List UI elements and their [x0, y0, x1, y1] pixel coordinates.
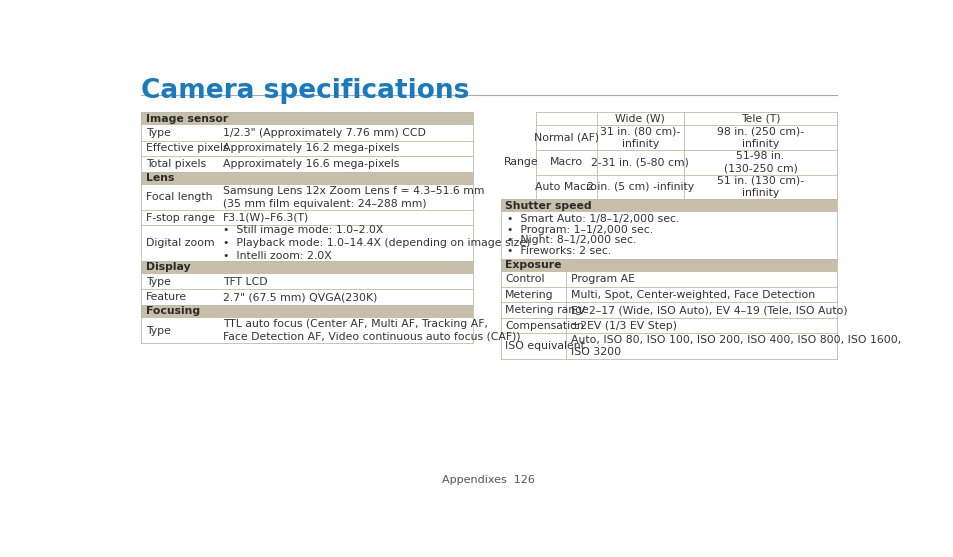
- Text: Compensation: Compensation: [505, 321, 583, 330]
- Bar: [500, 199, 836, 212]
- Text: Wide (W): Wide (W): [615, 114, 664, 124]
- Text: 98 in. (250 cm)-
infinity: 98 in. (250 cm)- infinity: [717, 126, 803, 149]
- Text: Type: Type: [146, 325, 171, 335]
- Text: Lens: Lens: [146, 173, 173, 183]
- Text: Focal length: Focal length: [146, 192, 212, 202]
- Text: F3.1(W)–F6.3(T): F3.1(W)–F6.3(T): [223, 213, 309, 223]
- Text: Auto Macro: Auto Macro: [535, 182, 597, 192]
- Text: 51 in. (130 cm)-
infinity: 51 in. (130 cm)- infinity: [717, 175, 803, 198]
- Bar: [141, 305, 472, 318]
- Text: Effective pixels: Effective pixels: [146, 144, 228, 154]
- Text: Type: Type: [146, 128, 171, 138]
- Text: Focusing: Focusing: [146, 306, 199, 316]
- Text: 2.7" (67.5 mm) QVGA(230K): 2.7" (67.5 mm) QVGA(230K): [223, 292, 377, 302]
- Text: Macro: Macro: [549, 157, 582, 167]
- Text: EV 2–17 (Wide, ISO Auto), EV 4–19 (Tele, ISO Auto): EV 2–17 (Wide, ISO Auto), EV 4–19 (Tele,…: [571, 305, 847, 315]
- Text: Feature: Feature: [146, 292, 187, 302]
- Text: Image sensor: Image sensor: [146, 114, 228, 124]
- Text: Program AE: Program AE: [571, 275, 635, 285]
- Text: •  Smart Auto: 1/8–1/2,000 sec.: • Smart Auto: 1/8–1/2,000 sec.: [506, 214, 679, 224]
- Text: Display: Display: [146, 262, 190, 272]
- Text: Shutter speed: Shutter speed: [505, 201, 591, 211]
- Text: Exposure: Exposure: [505, 260, 561, 270]
- Text: 31 in. (80 cm)-
infinity: 31 in. (80 cm)- infinity: [599, 126, 679, 149]
- Text: 1/2.3" (Approximately 7.76 mm) CCD: 1/2.3" (Approximately 7.76 mm) CCD: [223, 128, 426, 138]
- Bar: [141, 172, 472, 185]
- Text: Digital zoom: Digital zoom: [146, 238, 214, 248]
- Text: •  Night: 8–1/2,000 sec.: • Night: 8–1/2,000 sec.: [506, 236, 636, 246]
- Text: •  Program: 1–1/2,000 sec.: • Program: 1–1/2,000 sec.: [506, 224, 652, 234]
- Text: •  Still image mode: 1.0–2.0X
•  Playback mode: 1.0–14.4X (depending on image si: • Still image mode: 1.0–2.0X • Playback …: [223, 226, 530, 261]
- Text: 51-98 in.
(130-250 cm): 51-98 in. (130-250 cm): [723, 151, 797, 174]
- Text: Type: Type: [146, 277, 171, 287]
- Text: Samsung Lens 12x Zoom Lens f = 4.3–51.6 mm
(35 mm film equivalent: 24–288 mm): Samsung Lens 12x Zoom Lens f = 4.3–51.6 …: [223, 186, 484, 209]
- Text: Metering: Metering: [505, 290, 554, 300]
- Text: Approximately 16.6 mega-pixels: Approximately 16.6 mega-pixels: [223, 159, 399, 169]
- Text: 2 in. (5 cm) -infinity: 2 in. (5 cm) -infinity: [586, 182, 693, 192]
- Text: ±2EV (1/3 EV Step): ±2EV (1/3 EV Step): [571, 321, 677, 330]
- Text: Camera specifications: Camera specifications: [141, 77, 469, 104]
- Bar: [141, 261, 472, 274]
- Text: Tele (T): Tele (T): [740, 114, 780, 124]
- Text: Auto, ISO 80, ISO 100, ISO 200, ISO 400, ISO 800, ISO 1600,
ISO 3200: Auto, ISO 80, ISO 100, ISO 200, ISO 400,…: [571, 335, 901, 358]
- Bar: [141, 113, 472, 125]
- Text: Multi, Spot, Center-weighted, Face Detection: Multi, Spot, Center-weighted, Face Detec…: [571, 290, 815, 300]
- Bar: [500, 258, 836, 272]
- Text: Range: Range: [503, 157, 537, 167]
- Text: TFT LCD: TFT LCD: [223, 277, 268, 287]
- Text: TTL auto focus (Center AF, Multi AF, Tracking AF,
Face Detection AF, Video conti: TTL auto focus (Center AF, Multi AF, Tra…: [223, 319, 520, 342]
- Text: Metering range: Metering range: [505, 305, 588, 315]
- Text: ISO equivalent: ISO equivalent: [505, 341, 584, 351]
- Text: •  Fireworks: 2 sec.: • Fireworks: 2 sec.: [506, 246, 610, 256]
- Text: 2-31 in. (5-80 cm): 2-31 in. (5-80 cm): [591, 157, 689, 167]
- Text: Control: Control: [505, 275, 544, 285]
- Text: F-stop range: F-stop range: [146, 213, 214, 223]
- Text: Approximately 16.2 mega-pixels: Approximately 16.2 mega-pixels: [223, 144, 399, 154]
- Text: Normal (AF): Normal (AF): [534, 133, 598, 143]
- Text: Appendixes  126: Appendixes 126: [442, 475, 535, 485]
- Text: Total pixels: Total pixels: [146, 159, 206, 169]
